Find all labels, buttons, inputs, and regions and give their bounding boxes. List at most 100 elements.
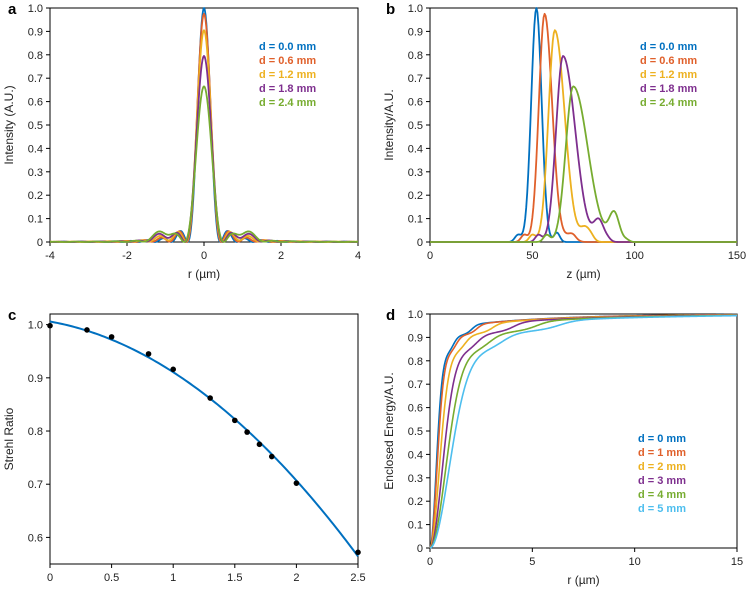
- y-tick-label: 0: [417, 237, 423, 249]
- y-tick-label: 0.1: [408, 520, 423, 532]
- y-tick-label: 0.1: [408, 214, 423, 226]
- plot-frame: [49, 313, 359, 565]
- series-line-3: [429, 314, 738, 549]
- legend-entry: d = 1.8 mm: [640, 83, 697, 95]
- y-tick-label: 0.9: [28, 26, 43, 38]
- legend-entry: d = 1.2 mm: [259, 69, 316, 81]
- legend-entry: d = 1 mm: [638, 447, 686, 459]
- legend-entry: d = 0.6 mm: [259, 55, 316, 67]
- y-tick-label: 0.7: [408, 379, 423, 391]
- y-tick-label: 0.5: [408, 426, 423, 438]
- y-tick-label: 0.6: [408, 97, 423, 109]
- x-tick-label: 0: [427, 250, 433, 262]
- y-axis-label: Intensity (A.U.): [2, 85, 16, 164]
- series-line-4: [429, 314, 738, 549]
- x-tick-label: -4: [45, 250, 55, 262]
- y-tick-label: 0.7: [408, 73, 423, 85]
- x-tick-label: 0: [427, 556, 433, 568]
- y-tick-label: 0.8: [408, 356, 423, 368]
- y-tick-label: 1.0: [28, 320, 43, 332]
- legend-entry: d = 2 mm: [638, 461, 686, 473]
- x-tick-label: 0: [201, 250, 207, 262]
- x-tick-label: 0.5: [104, 572, 119, 584]
- x-tick-label: 10: [629, 556, 641, 568]
- y-tick-label: 0.9: [408, 332, 423, 344]
- y-tick-label: 0.7: [28, 479, 43, 491]
- legend-entry: d = 2.4 mm: [259, 97, 316, 109]
- series-line-5: [429, 314, 738, 549]
- fit-curve: [49, 320, 359, 557]
- y-tick-label: 0: [37, 237, 43, 249]
- data-point: [256, 441, 263, 448]
- x-tick-label: 50: [526, 250, 538, 262]
- x-tick-label: 4: [355, 250, 361, 262]
- y-tick-label: 1.0: [28, 3, 43, 15]
- y-tick-label: 0.8: [28, 426, 43, 438]
- series-line-6: [429, 314, 738, 549]
- series-line-1: [429, 313, 738, 549]
- panel-a: -4 -2 0 2 4 0 0.1 0.2 0.3 0.4 0.5 0.6 0.7 0.8 0.9 1.0 r …: [2, 1, 361, 281]
- x-tick-label: 5: [529, 556, 535, 568]
- legend-entry: d = 2.4 mm: [640, 97, 697, 109]
- data-point: [145, 351, 152, 357]
- panel-b: 0 50 100 150 0 0.1 0.2 0.3 0.4 0.5 0.6 0.7 0.8 0.9 1.0…: [382, 1, 746, 281]
- x-tick-label: 15: [731, 556, 743, 568]
- legend-entry: d = 0.6 mm: [640, 55, 697, 67]
- plot-frame: [429, 313, 738, 549]
- data-point: [355, 549, 361, 556]
- panel-c: 0 0.5 1 1.5 2 2.5 0.6 0.7 0.8 0.9 1.0 thickness (mm…: [2, 307, 366, 591]
- data-point: [84, 327, 90, 333]
- x-tick-label: 2.5: [350, 572, 365, 584]
- legend-entry: d = 0 mm: [638, 433, 686, 445]
- y-tick-label: 0.6: [28, 97, 43, 109]
- x-tick-label: 150: [728, 250, 746, 262]
- y-tick-label: 0.7: [28, 73, 43, 85]
- legend-entry: d = 1.2 mm: [640, 69, 697, 81]
- y-axis-label: Intensity/A.U.: [382, 89, 396, 160]
- panel-label: d: [386, 307, 395, 324]
- data-point: [170, 366, 176, 373]
- y-tick-label: 0.6: [28, 532, 43, 544]
- y-tick-label: 1.0: [408, 3, 423, 15]
- y-tick-label: 0.3: [408, 167, 423, 179]
- x-axis-label: thickness (mm): [163, 589, 244, 591]
- panel-label: b: [386, 1, 395, 18]
- y-tick-label: 0.4: [28, 143, 43, 155]
- x-axis-label: r (µm): [567, 573, 599, 587]
- y-tick-label: 0.2: [408, 496, 423, 508]
- legend-entry: d = 1.8 mm: [259, 83, 316, 95]
- y-tick-label: 1.0: [408, 309, 423, 321]
- x-tick-label: 100: [625, 250, 643, 262]
- y-tick-label: 0.2: [408, 190, 423, 202]
- y-tick-label: 0.8: [408, 50, 423, 62]
- y-tick-label: 0.5: [408, 120, 423, 132]
- data-point: [108, 334, 115, 340]
- x-tick-label: 2: [278, 250, 284, 262]
- panel-d: 0 5 10 15 0 0.1 0.2 0.3 0.4 0.5 0.6 0.7 0.8 0.9 1.0 r (…: [382, 307, 743, 587]
- y-tick-label: 0.8: [28, 50, 43, 62]
- y-tick-label: 0.3: [408, 473, 423, 485]
- y-tick-label: 0.4: [408, 143, 423, 155]
- legend-entry: d = 0.0 mm: [259, 41, 316, 53]
- x-tick-label: 1.5: [227, 572, 242, 584]
- data-point: [47, 322, 53, 329]
- data-point: [232, 417, 238, 424]
- y-axis-label: Enclosed Energy/A.U.: [382, 372, 396, 489]
- series-line-2: [429, 313, 738, 549]
- legend-entry: d = 4 mm: [638, 489, 686, 501]
- y-tick-label: 0.5: [28, 120, 43, 132]
- x-tick-label: 2: [293, 572, 299, 584]
- x-tick-label: 0: [47, 572, 53, 584]
- y-tick-label: 0.1: [28, 214, 43, 226]
- data-point: [207, 395, 213, 401]
- y-tick-label: 0.6: [408, 403, 423, 415]
- data-point: [293, 480, 300, 486]
- x-tick-label: -2: [122, 250, 132, 262]
- legend-entry: d = 3 mm: [638, 475, 686, 487]
- panel-label: c: [8, 307, 16, 324]
- y-tick-label: 0.2: [28, 190, 43, 202]
- legend-entry: d = 5 mm: [638, 503, 686, 515]
- y-tick-label: 0: [417, 543, 423, 555]
- y-tick-label: 0.9: [28, 373, 43, 385]
